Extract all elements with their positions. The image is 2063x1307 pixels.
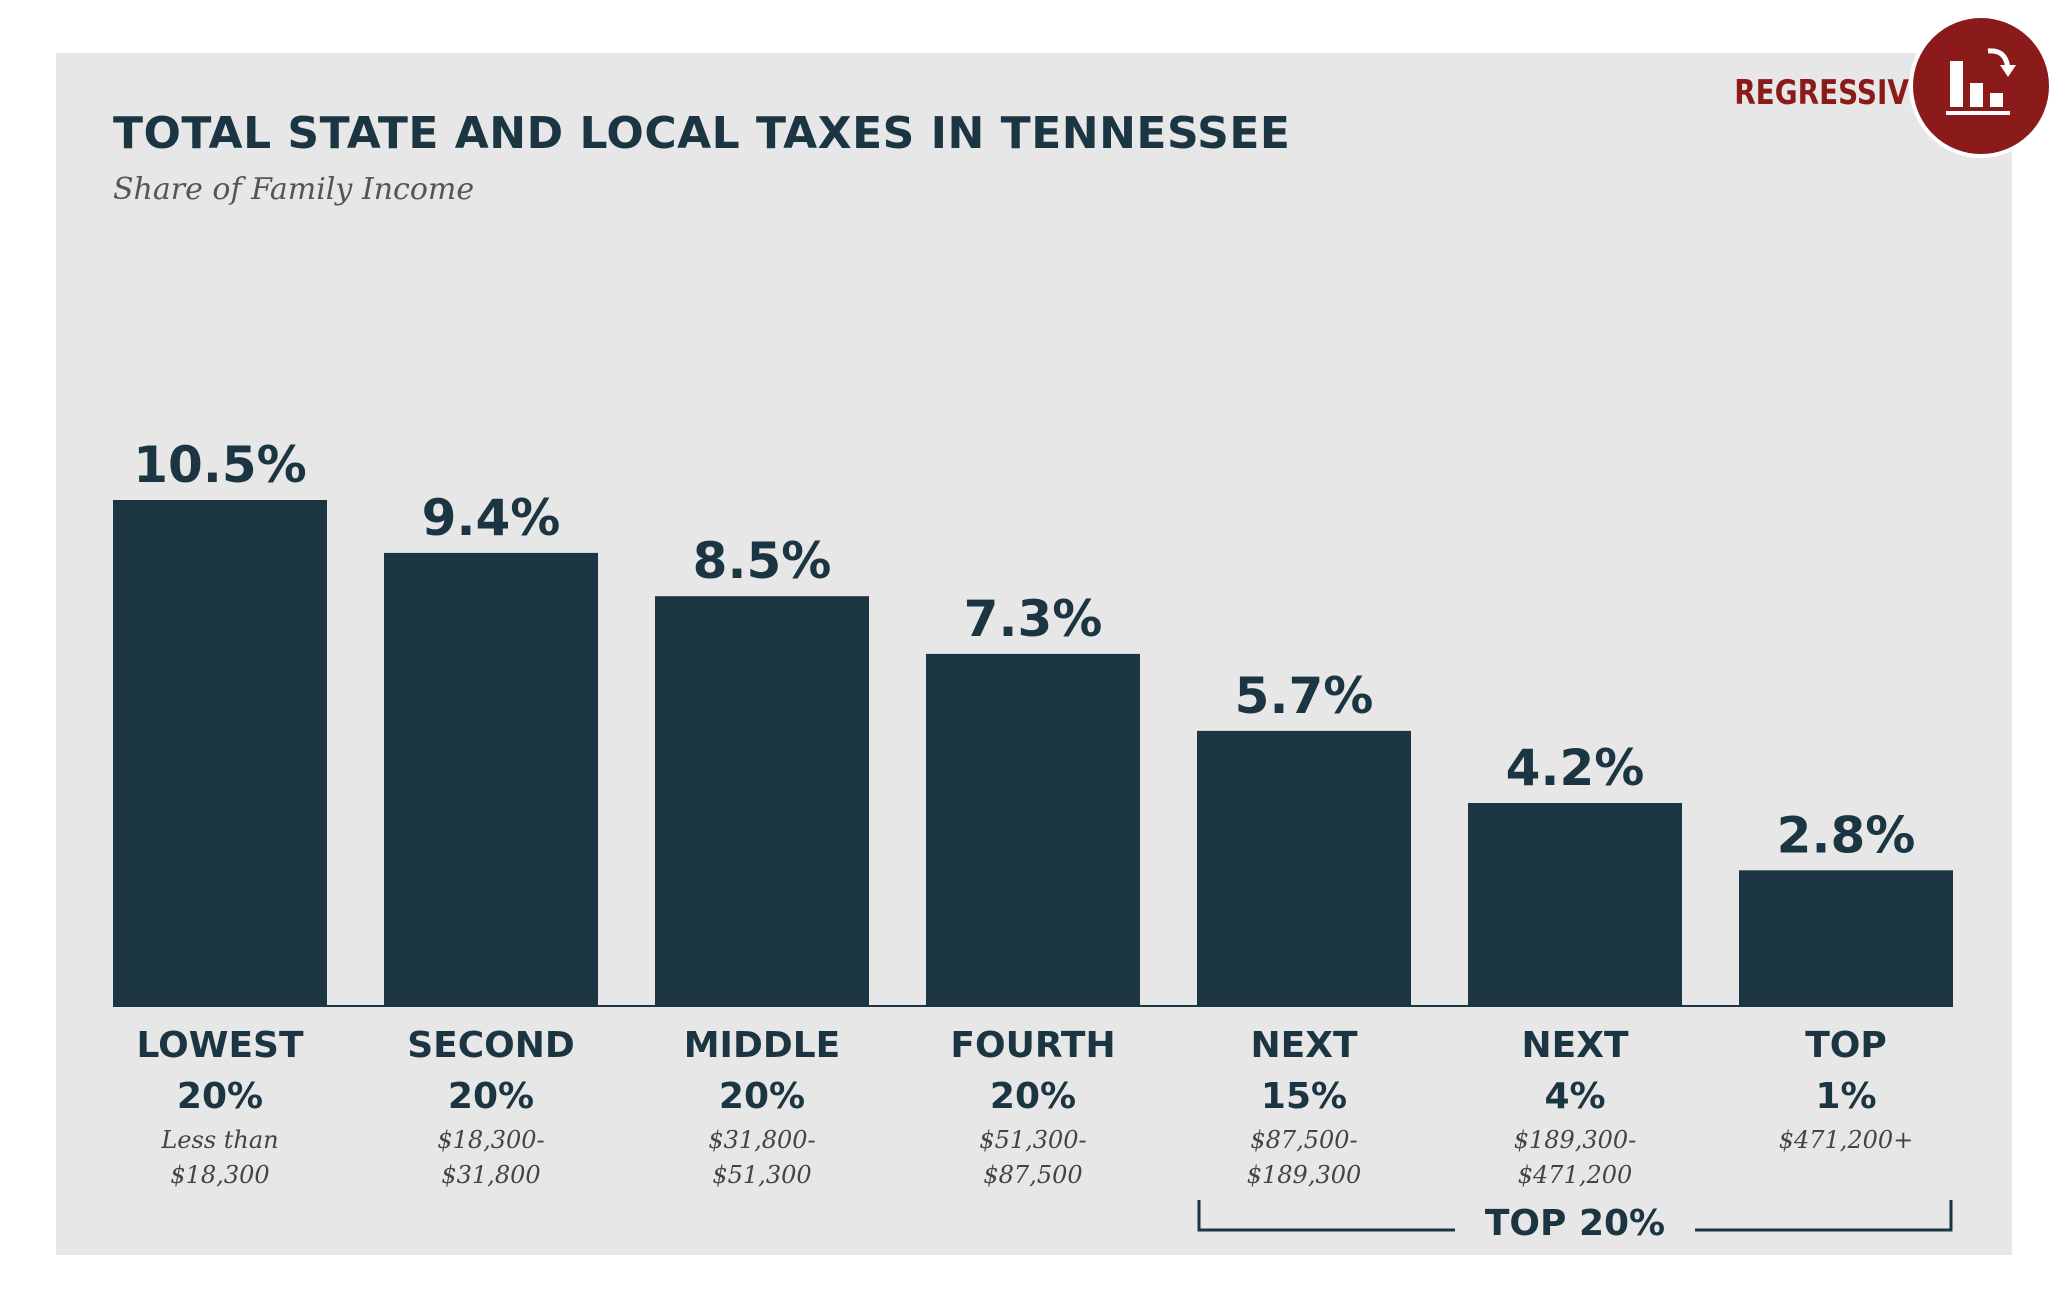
value-label-4: 5.7%: [1235, 667, 1374, 725]
income-range-0-a: Less than: [160, 1126, 278, 1154]
chart-subtitle: Share of Family Income: [113, 172, 475, 207]
category-label-1: SECOND: [407, 1025, 575, 1066]
income-range-1-b: $31,800: [441, 1161, 540, 1189]
income-range-3-a: $51,300-: [979, 1126, 1086, 1154]
category-share-1: 20%: [448, 1076, 534, 1117]
income-range-0-b: $18,300: [170, 1161, 269, 1189]
category-share-4: 15%: [1261, 1076, 1347, 1117]
bar-6: [1739, 870, 1953, 1005]
value-label-3: 7.3%: [964, 590, 1103, 648]
bar-1: [384, 552, 598, 1005]
category-label-2: MIDDLE: [684, 1025, 841, 1066]
bar-2: [655, 596, 869, 1005]
income-range-2-a: $31,800-: [708, 1126, 815, 1154]
category-share-6: 1%: [1815, 1076, 1876, 1117]
category-share-5: 4%: [1544, 1076, 1605, 1117]
bracket-right: [1695, 1200, 1953, 1232]
bar-5: [1468, 803, 1682, 1005]
income-range-3-b: $87,500: [983, 1161, 1082, 1189]
category-share-3: 20%: [990, 1076, 1076, 1117]
category-label-4: NEXT: [1250, 1025, 1357, 1066]
category-share-0: 20%: [177, 1076, 263, 1117]
value-label-6: 2.8%: [1777, 806, 1916, 864]
income-range-2-b: $51,300: [712, 1161, 811, 1189]
category-label-5: NEXT: [1521, 1025, 1628, 1066]
income-range-4-a: $87,500-: [1250, 1126, 1357, 1154]
income-range-1-a: $18,300-: [437, 1126, 544, 1154]
chart-title: TOTAL STATE AND LOCAL TAXES IN TENNESSEE: [113, 108, 1291, 159]
income-range-6-a: $471,200+: [1779, 1126, 1914, 1154]
income-range-5-b: $471,200: [1518, 1161, 1633, 1189]
income-range-5-a: $189,300-: [1514, 1126, 1637, 1154]
bracket-left: [1197, 1200, 1455, 1232]
bar-3: [926, 653, 1140, 1005]
bracket-label: TOP 20%: [1484, 1203, 1666, 1244]
value-label-5: 4.2%: [1506, 739, 1645, 797]
income-range-4-b: $189,300: [1247, 1161, 1362, 1189]
category-share-2: 20%: [719, 1076, 805, 1117]
value-label-2: 8.5%: [693, 532, 832, 590]
bar-4: [1197, 730, 1411, 1005]
bar-0: [113, 500, 327, 1005]
category-label-6: TOP: [1805, 1025, 1887, 1066]
regressive-bar-chart-icon: [1909, 14, 2053, 158]
value-label-1: 9.4%: [422, 489, 561, 547]
value-label-0: 10.5%: [133, 436, 306, 494]
category-label-3: FOURTH: [950, 1025, 1115, 1066]
category-label-0: LOWEST: [136, 1025, 303, 1066]
